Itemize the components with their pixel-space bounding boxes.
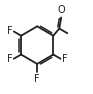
Text: O: O	[57, 5, 65, 15]
Text: F: F	[7, 54, 12, 64]
Text: F: F	[34, 74, 40, 84]
Text: F: F	[7, 27, 12, 36]
Text: F: F	[62, 54, 68, 64]
